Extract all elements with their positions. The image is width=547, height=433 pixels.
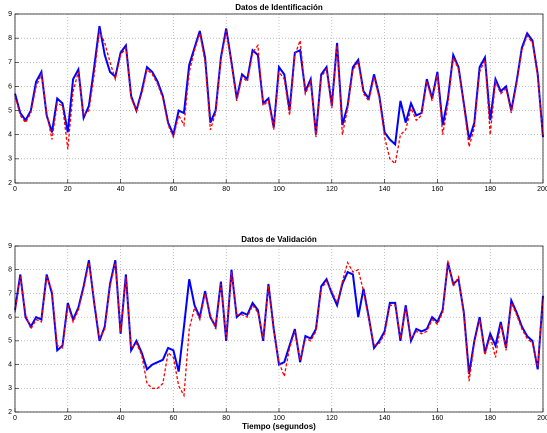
x-tick-label: 40 bbox=[117, 415, 125, 422]
x-tick-label: 120 bbox=[326, 415, 338, 422]
y-tick-label: 4 bbox=[8, 361, 12, 368]
y-tick-label: 7 bbox=[8, 290, 12, 297]
y-tick-label: 8 bbox=[8, 35, 12, 42]
x-tick-label: 0 bbox=[13, 415, 17, 422]
y-tick-label: 2 bbox=[8, 180, 12, 187]
y-tick-label: 5 bbox=[8, 107, 12, 114]
plot-frame bbox=[14, 13, 544, 184]
y-tick-label: 9 bbox=[8, 11, 12, 18]
x-axis-label: Tiempo (segundos) bbox=[242, 422, 316, 431]
x-tick-label: 20 bbox=[64, 186, 72, 193]
y-tick-label: 3 bbox=[8, 156, 12, 163]
x-tick-label: 120 bbox=[326, 186, 338, 193]
x-tick-label: 180 bbox=[484, 415, 496, 422]
x-tick-label: 0 bbox=[13, 186, 17, 193]
series-line bbox=[14, 260, 544, 375]
x-tick-label: 180 bbox=[484, 186, 496, 193]
y-tick-label: 9 bbox=[8, 243, 12, 250]
x-tick-label: 100 bbox=[273, 415, 285, 422]
x-tick-label: 100 bbox=[273, 186, 285, 193]
y-tick-label: 5 bbox=[8, 338, 12, 345]
x-tick-label: 40 bbox=[117, 186, 125, 193]
x-tick-label: 140 bbox=[379, 415, 391, 422]
x-tick-label: 60 bbox=[170, 415, 178, 422]
y-tick-label: 6 bbox=[8, 314, 12, 321]
y-tick-label: 7 bbox=[8, 59, 12, 66]
chart-title: Datos de Validación bbox=[241, 235, 317, 244]
series-line bbox=[14, 28, 544, 165]
x-tick-label: 60 bbox=[170, 186, 178, 193]
x-tick-label: 200 bbox=[537, 415, 547, 422]
y-tick-label: 6 bbox=[8, 83, 12, 90]
x-tick-label: 80 bbox=[222, 186, 230, 193]
x-tick-label: 20 bbox=[64, 415, 72, 422]
y-tick-label: 8 bbox=[8, 267, 12, 274]
x-tick-label: 200 bbox=[537, 186, 547, 193]
plot-frame bbox=[14, 245, 544, 413]
y-tick-label: 4 bbox=[8, 132, 12, 139]
x-tick-label: 80 bbox=[222, 415, 230, 422]
y-tick-label: 2 bbox=[8, 409, 12, 416]
series-line bbox=[14, 25, 544, 147]
chart-title: Datos de Identificación bbox=[235, 3, 323, 12]
y-tick-label: 3 bbox=[8, 385, 12, 392]
x-tick-label: 160 bbox=[432, 186, 444, 193]
x-tick-label: 160 bbox=[432, 415, 444, 422]
x-tick-label: 140 bbox=[379, 186, 391, 193]
